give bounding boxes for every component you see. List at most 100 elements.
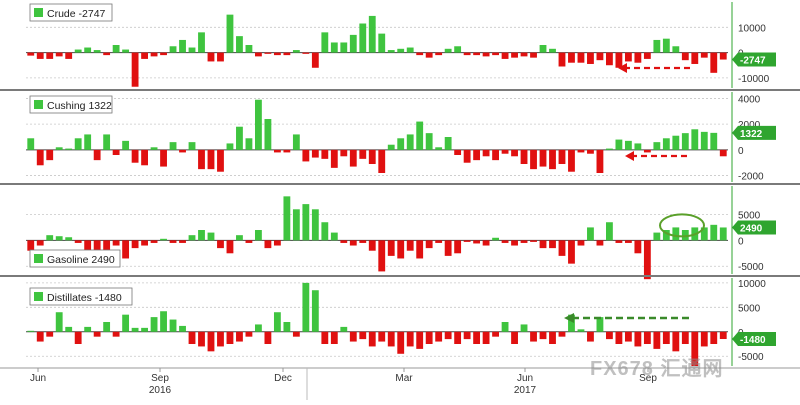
bar — [511, 52, 518, 58]
bar — [378, 331, 386, 342]
bar — [615, 331, 623, 344]
bar — [444, 137, 452, 150]
bar — [264, 331, 272, 344]
bar — [700, 227, 708, 241]
bar — [425, 133, 433, 150]
bar — [378, 149, 386, 173]
bar — [710, 224, 718, 241]
bar — [511, 149, 518, 157]
bar — [198, 230, 205, 241]
legend-label: Gasoline 2490 — [47, 254, 115, 266]
bar — [606, 148, 613, 150]
bar — [264, 119, 272, 150]
panel-2: -2000 0 2000 4000 1322 Cushing 1322 — [26, 92, 776, 183]
bar — [558, 149, 566, 164]
bar — [454, 240, 462, 254]
bar — [141, 52, 148, 59]
bar — [378, 240, 386, 272]
bar — [160, 311, 167, 332]
bar — [27, 138, 35, 150]
bar — [292, 331, 300, 337]
bar — [397, 331, 405, 354]
bar — [511, 240, 518, 246]
bar — [501, 322, 509, 332]
bar — [283, 52, 291, 56]
legend: Cushing 1322 — [29, 95, 113, 114]
current-value-label: -1480 — [740, 335, 766, 346]
bar — [302, 282, 310, 332]
bar — [397, 240, 405, 259]
bar — [615, 139, 623, 150]
bar — [473, 331, 481, 344]
bar — [103, 52, 111, 56]
bar — [226, 240, 234, 254]
bar — [653, 142, 661, 150]
bar — [539, 149, 547, 167]
bar — [653, 331, 661, 349]
bar — [416, 52, 424, 56]
bar — [255, 52, 262, 57]
bar — [321, 222, 329, 241]
bar — [236, 126, 243, 150]
bar — [530, 331, 537, 342]
bar — [160, 52, 167, 56]
bar — [273, 52, 281, 56]
bar — [349, 149, 357, 167]
legend-label: Crude -2747 — [47, 8, 106, 20]
bar — [302, 52, 310, 54]
bar — [568, 240, 575, 264]
bar — [463, 149, 471, 163]
bar — [84, 240, 92, 254]
bar — [359, 240, 367, 243]
bar — [577, 240, 585, 246]
bar — [558, 52, 566, 67]
bar — [577, 52, 585, 63]
bar — [255, 230, 262, 241]
legend-swatch — [34, 100, 43, 109]
bar — [169, 319, 177, 332]
bar — [662, 331, 670, 344]
bar — [624, 140, 632, 150]
bar — [473, 149, 481, 161]
bar — [273, 312, 281, 332]
bar — [103, 240, 111, 254]
x-tick-label: Sep — [639, 373, 657, 384]
bar — [435, 331, 443, 342]
bar — [387, 331, 395, 347]
bar — [84, 47, 92, 53]
bar — [179, 149, 186, 153]
bar — [141, 240, 148, 246]
bar — [160, 238, 167, 241]
bar — [662, 38, 670, 53]
bar — [226, 143, 234, 150]
bar — [311, 209, 319, 241]
legend-swatch — [34, 292, 43, 301]
bar — [681, 230, 689, 241]
bar — [425, 52, 433, 58]
bar — [131, 327, 139, 332]
bar — [36, 331, 44, 342]
bar — [549, 240, 556, 249]
y-tick-label: 5000 — [738, 210, 761, 221]
y-tick-label: -2000 — [738, 172, 764, 183]
bar — [587, 149, 594, 154]
y-tick-label: 2000 — [738, 120, 761, 131]
bar — [539, 331, 547, 340]
bar — [463, 52, 471, 56]
bar — [444, 331, 452, 340]
bar — [93, 149, 101, 161]
current-value-label: 2490 — [740, 223, 763, 234]
bar — [84, 326, 92, 332]
bar — [169, 46, 177, 53]
bar — [36, 52, 44, 59]
bar — [188, 331, 196, 344]
bar — [568, 149, 575, 172]
bar — [46, 149, 54, 161]
bar — [710, 331, 718, 344]
bar — [606, 222, 613, 241]
bar — [65, 52, 73, 59]
bar — [368, 149, 376, 164]
bar — [700, 331, 708, 347]
bar — [539, 240, 547, 249]
